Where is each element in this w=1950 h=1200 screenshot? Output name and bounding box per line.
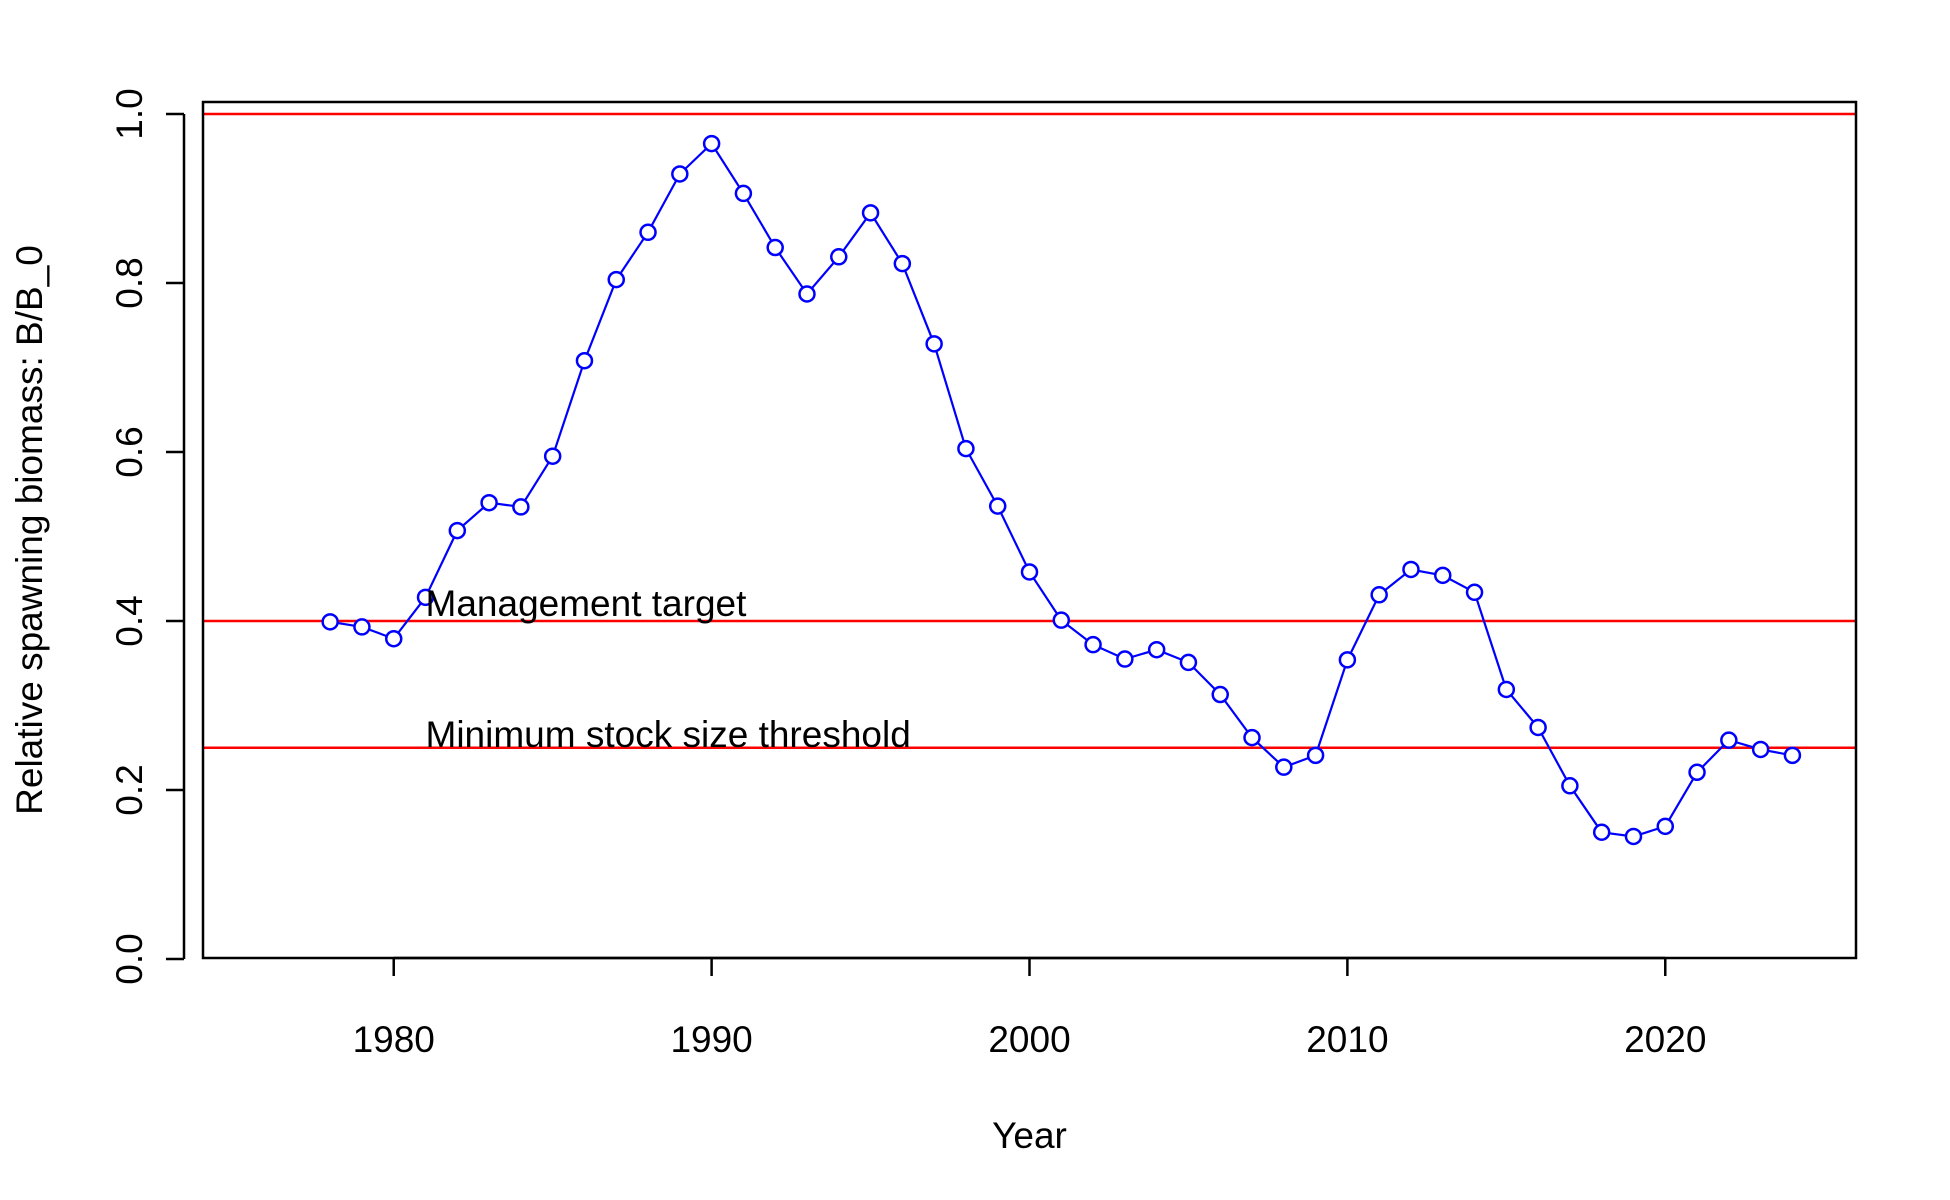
data-point (575, 351, 594, 370)
x-tick-label: 2010 (1306, 1019, 1388, 1060)
data-point (798, 285, 816, 303)
y-axis: 0.0 0.2 0.4 0.6 0.8 1.0 (109, 88, 186, 985)
data-point (830, 248, 848, 266)
data-point (1147, 640, 1166, 659)
y-tick-label: 0.6 (109, 426, 150, 477)
data-point (480, 493, 498, 512)
data-point (734, 184, 753, 203)
data-point (1688, 763, 1706, 782)
data-point (1020, 563, 1039, 581)
data-point (1306, 746, 1325, 765)
data-point (893, 254, 912, 273)
data-point (1561, 777, 1579, 795)
data-point (702, 134, 721, 153)
data-point (1211, 685, 1229, 704)
y-tick-label: 0.0 (109, 933, 150, 984)
x-axis: 1980 1990 2000 2010 2020 (353, 956, 1706, 1060)
data-point (1402, 560, 1420, 579)
data-point (384, 629, 403, 648)
data-point (1624, 827, 1643, 846)
data-point (1084, 635, 1102, 654)
x-tick-label: 2000 (988, 1019, 1070, 1060)
data-point (1529, 718, 1547, 737)
data-point (1720, 731, 1738, 749)
data-point (1592, 823, 1611, 841)
data-point (1338, 651, 1357, 669)
series-points (321, 134, 1802, 846)
annotations: Management target Minimum stock size thre… (426, 583, 911, 755)
y-tick-label: 0.8 (109, 257, 150, 308)
data-point (416, 588, 435, 607)
data-point (1052, 611, 1071, 629)
y-tick-label: 0.2 (109, 764, 150, 815)
data-point (1465, 583, 1484, 602)
data-point (321, 613, 339, 631)
y-tick-label: 1.0 (109, 88, 150, 139)
data-point (1751, 740, 1770, 759)
x-axis-label: Year (992, 1115, 1067, 1156)
data-point (512, 498, 530, 516)
y-tick-label: 0.4 (109, 595, 150, 646)
data-point (607, 270, 625, 289)
x-tick-label: 2020 (1624, 1019, 1706, 1060)
data-point (448, 521, 467, 540)
data-point (1243, 728, 1261, 747)
annotation-label: Management target (426, 583, 748, 624)
data-point (1497, 680, 1516, 699)
data-point (925, 335, 943, 353)
data-point (1275, 758, 1293, 776)
data-point (1434, 566, 1452, 585)
data-point (639, 223, 657, 242)
data-point (957, 439, 975, 458)
data-point (353, 618, 371, 636)
data-point (1656, 817, 1675, 836)
data-point (861, 204, 880, 222)
data-point (543, 447, 562, 465)
data-point (1370, 586, 1388, 604)
x-tick-label: 1980 (353, 1019, 435, 1060)
annotation-label: Minimum stock size threshold (426, 714, 911, 755)
data-point (766, 238, 784, 257)
data-point (1179, 653, 1198, 672)
data-point (988, 497, 1007, 515)
data-point (1116, 650, 1134, 668)
reference-lines (203, 112, 1856, 749)
x-tick-label: 1990 (670, 1019, 752, 1060)
data-point (671, 165, 689, 183)
data-point (1783, 746, 1802, 765)
y-axis-label: Relative spawning biomass: B/B_0 (9, 245, 50, 815)
